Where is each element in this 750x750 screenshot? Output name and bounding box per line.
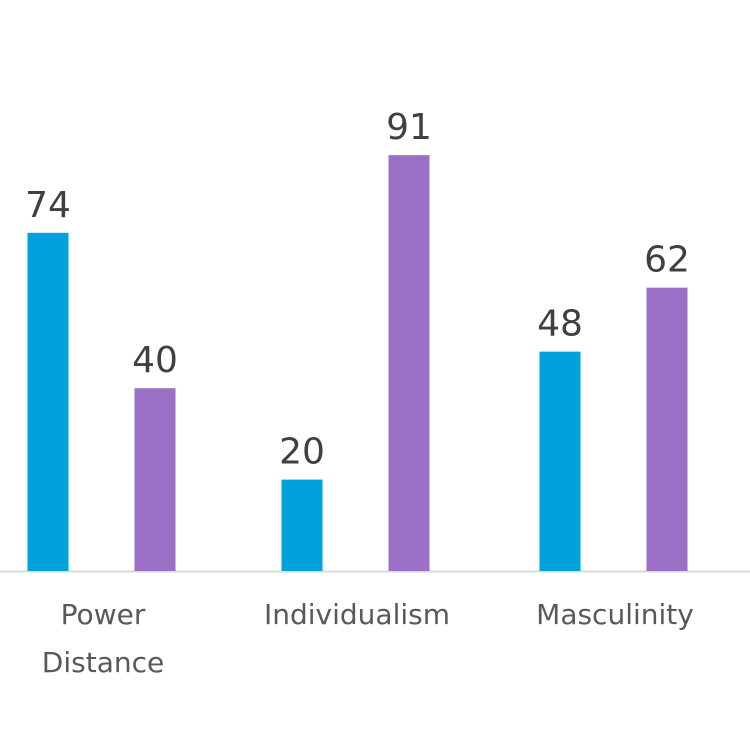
category-label-individualism: Individualism xyxy=(264,598,450,631)
data-label: 48 xyxy=(537,304,583,345)
category-label-power-distance: Power Distance xyxy=(42,598,164,679)
category-label-line: Distance xyxy=(42,646,164,679)
category-label-line: Masculinity xyxy=(536,598,694,631)
bar-series1-masculinity xyxy=(539,351,581,571)
data-labels-layer: 74 20 48 40 91 62 xyxy=(25,107,690,472)
data-label: 62 xyxy=(644,240,690,281)
category-label-masculinity: Masculinity xyxy=(536,598,694,631)
bar-series1-individualism xyxy=(281,479,323,571)
data-label: 74 xyxy=(25,185,71,226)
category-labels-layer: Power Distance Individualism Masculinity xyxy=(42,598,694,679)
category-label-line: Individualism xyxy=(264,598,450,631)
bar-series2-masculinity xyxy=(646,287,688,571)
category-label-line: Power xyxy=(61,598,146,631)
bar-series2-individualism xyxy=(388,155,430,571)
bars-layer xyxy=(27,155,688,571)
data-label: 40 xyxy=(132,340,178,381)
data-label: 91 xyxy=(386,107,432,148)
bar-series2-power-distance xyxy=(134,388,176,571)
bar-series1-power-distance xyxy=(27,232,69,571)
data-label: 20 xyxy=(279,432,325,473)
